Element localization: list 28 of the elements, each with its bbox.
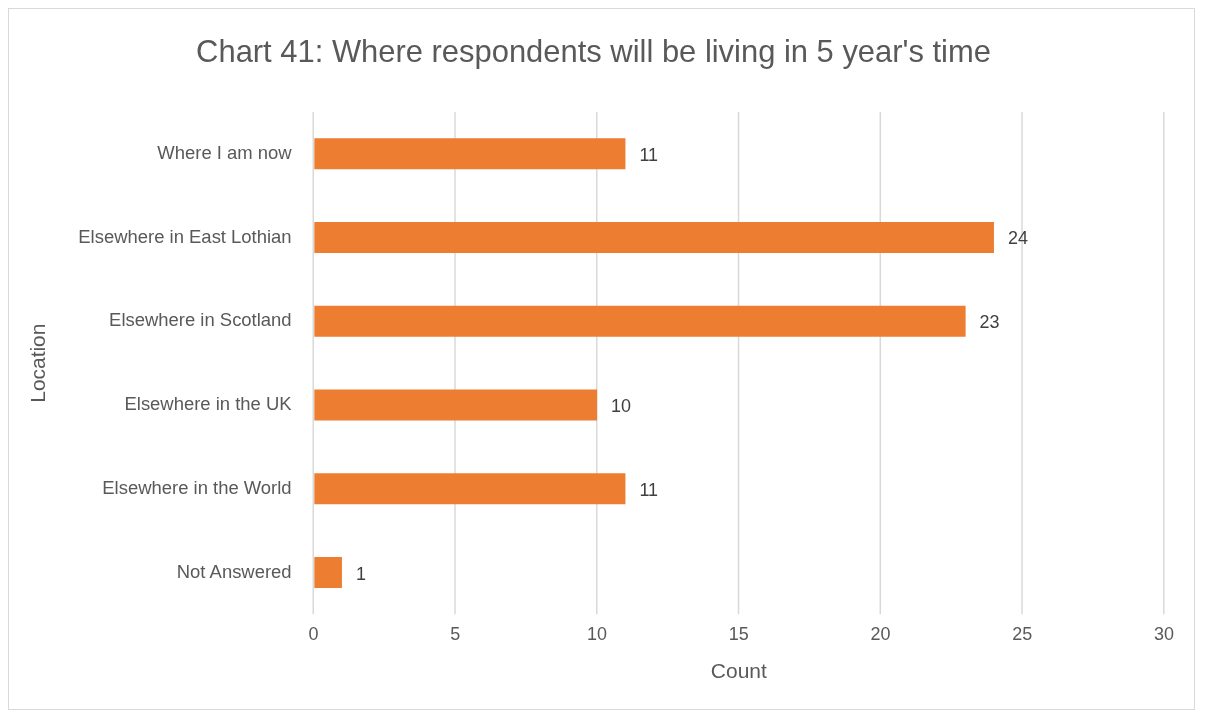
- bar: [314, 473, 626, 505]
- chart-title: Chart 41: Where respondents will be living in 5 year's time: [196, 34, 991, 69]
- data-label: 1: [355, 563, 366, 584]
- data-label: 10: [611, 396, 632, 417]
- data-label: 24: [1007, 228, 1028, 249]
- x-axis-title: Count: [710, 659, 767, 683]
- x-tick-label: 30: [1154, 624, 1175, 645]
- data-label: 23: [979, 312, 1000, 333]
- y-tick-label: Not Answered: [176, 560, 292, 582]
- bar: [314, 389, 598, 421]
- bar: [314, 138, 626, 170]
- x-tick-label: 20: [870, 624, 891, 645]
- bar: [314, 305, 966, 337]
- x-tick-label: 10: [587, 624, 608, 645]
- x-tick-label: 5: [450, 624, 461, 645]
- data-label: 11: [639, 479, 659, 500]
- bar: [314, 557, 342, 589]
- y-tick-label: Elsewhere in Scotland: [109, 309, 292, 331]
- y-tick-label: Where I am now: [157, 141, 293, 163]
- y-tick-label: Elsewhere in the World: [102, 476, 292, 498]
- y-axis-title: Location: [26, 323, 50, 403]
- x-tick-label: 0: [308, 624, 319, 645]
- y-tick-label: Elsewhere in East Lothian: [78, 225, 292, 247]
- x-tick-label: 15: [728, 624, 749, 645]
- bar: [314, 222, 994, 254]
- y-tick-label: Elsewhere in the UK: [124, 393, 293, 415]
- data-label: 11: [639, 144, 659, 165]
- x-tick-label: 25: [1012, 624, 1033, 645]
